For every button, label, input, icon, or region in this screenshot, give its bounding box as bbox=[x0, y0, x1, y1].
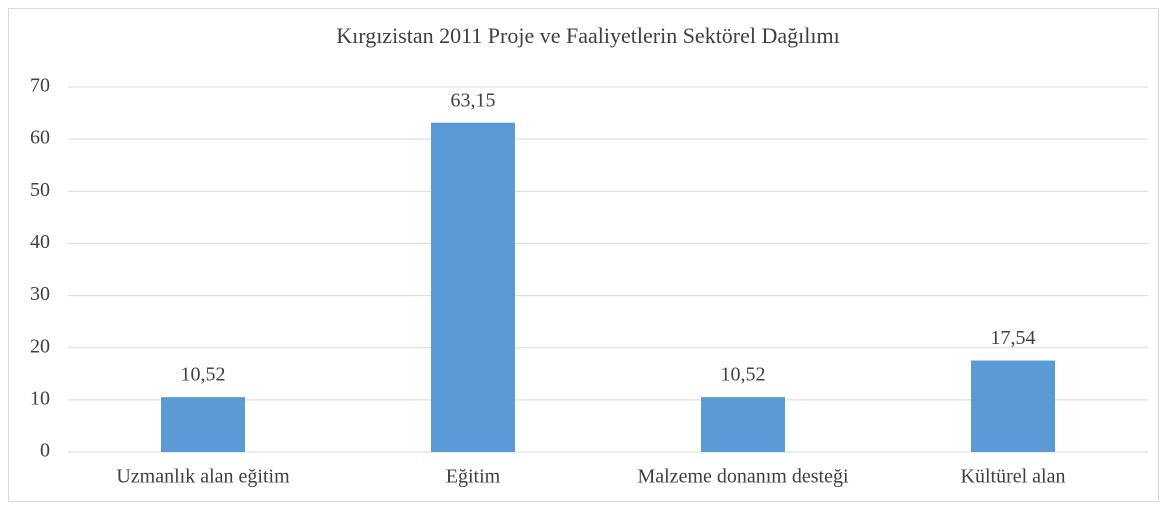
y-tick-label: 20 bbox=[30, 335, 50, 357]
bar bbox=[161, 397, 245, 452]
y-tick-label: 10 bbox=[30, 387, 50, 409]
y-tick-label: 30 bbox=[30, 283, 50, 305]
bar bbox=[701, 397, 785, 452]
value-label: 17,54 bbox=[991, 327, 1036, 349]
chart-title: Kırgızistan 2011 Proje ve Faaliyetlerin … bbox=[336, 23, 839, 48]
y-tick-label: 70 bbox=[30, 75, 50, 97]
bar bbox=[431, 122, 515, 452]
x-tick-label: Kültürel alan bbox=[961, 466, 1066, 488]
value-label: 63,15 bbox=[451, 89, 496, 111]
x-tick-label: Malzeme donanım desteği bbox=[637, 466, 848, 488]
y-tick-label: 0 bbox=[40, 440, 50, 462]
y-tick-label: 50 bbox=[30, 179, 50, 201]
x-tick-label: Uzmanlık alan eğitim bbox=[116, 466, 290, 488]
x-tick-label: Eğitim bbox=[446, 466, 501, 488]
value-label: 10,52 bbox=[721, 364, 766, 386]
y-tick-label: 40 bbox=[30, 231, 50, 253]
y-tick-label: 60 bbox=[30, 127, 50, 149]
value-label: 10,52 bbox=[181, 364, 226, 386]
bar bbox=[971, 360, 1055, 452]
